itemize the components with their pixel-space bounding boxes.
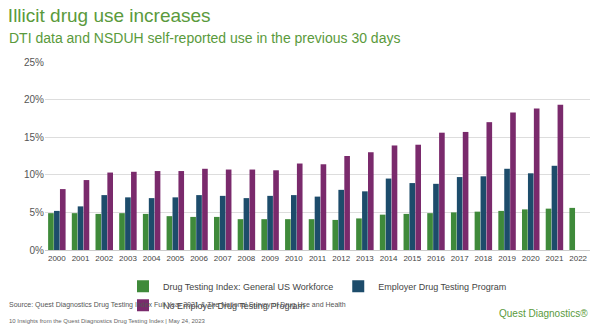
svg-text:10%: 10%: [24, 169, 44, 180]
svg-text:2013: 2013: [356, 254, 374, 263]
svg-text:2003: 2003: [119, 254, 137, 263]
svg-text:15%: 15%: [24, 132, 44, 143]
svg-text:2008: 2008: [238, 254, 256, 263]
svg-text:2017: 2017: [451, 254, 469, 263]
svg-text:Source: Quest Diagnostics Drug: Source: Quest Diagnostics Drug Testing I…: [9, 301, 346, 309]
svg-text:25%: 25%: [24, 57, 44, 68]
svg-text:Employer Drug Testing Program: Employer Drug Testing Program: [378, 282, 506, 292]
svg-text:2007: 2007: [214, 254, 232, 263]
svg-text:Drug Testing Index: General US: Drug Testing Index: General US Workforce: [163, 282, 333, 292]
svg-text:2019: 2019: [498, 254, 516, 263]
svg-text:0%: 0%: [30, 245, 45, 256]
svg-text:2000: 2000: [48, 254, 66, 263]
svg-text:2012: 2012: [332, 254, 350, 263]
svg-text:20%: 20%: [24, 94, 44, 105]
svg-text:Illicit drug use increases: Illicit drug use increases: [8, 5, 211, 26]
svg-text:5%: 5%: [30, 207, 45, 218]
svg-text:2004: 2004: [143, 254, 161, 263]
svg-text:2002: 2002: [95, 254, 113, 263]
svg-text:2016: 2016: [427, 254, 445, 263]
svg-text:DTI data and NSDUH self-report: DTI data and NSDUH self-reported use in …: [9, 30, 400, 46]
svg-text:2015: 2015: [403, 254, 421, 263]
svg-text:2021: 2021: [546, 254, 564, 263]
svg-text:2006: 2006: [190, 254, 208, 263]
svg-text:No Employer Drug Testing Progr: No Employer Drug Testing Program: [163, 301, 305, 311]
svg-text:2014: 2014: [380, 254, 398, 263]
svg-text:2005: 2005: [166, 254, 184, 263]
svg-text:2020: 2020: [522, 254, 540, 263]
svg-text:10 Insights from the Quest Dia: 10 Insights from the Quest Diagnostics D…: [9, 318, 206, 324]
svg-text:2022: 2022: [569, 254, 587, 263]
svg-text:2018: 2018: [474, 254, 492, 263]
svg-text:2011: 2011: [309, 254, 327, 263]
svg-text:Quest Diagnostics®: Quest Diagnostics®: [499, 308, 588, 319]
svg-text:2009: 2009: [261, 254, 279, 263]
svg-text:2001: 2001: [72, 254, 90, 263]
svg-text:2010: 2010: [285, 254, 303, 263]
